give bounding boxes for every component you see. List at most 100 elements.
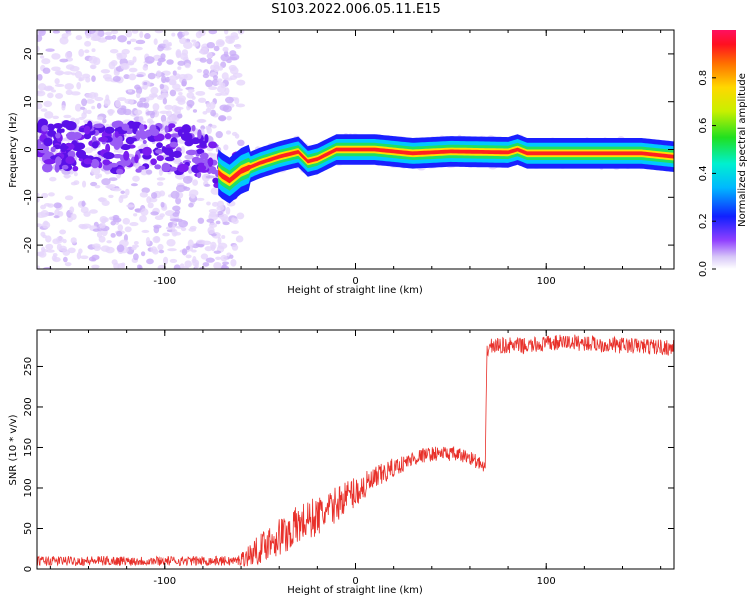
snr-xlabel: Height of straight line (km) bbox=[287, 585, 423, 596]
spectrogram-cell bbox=[47, 203, 55, 208]
spectrogram-cell bbox=[220, 265, 230, 269]
spectrogram-cell bbox=[218, 114, 227, 122]
spectrogram-cell bbox=[96, 231, 103, 238]
snr-ytick-label: 50 bbox=[23, 522, 34, 535]
spectrogram-cell bbox=[165, 43, 172, 47]
spectrogram-cell bbox=[172, 150, 182, 158]
spectrogram-cell bbox=[123, 74, 130, 80]
spectrogram-cell bbox=[223, 50, 229, 58]
spectrogram-cell bbox=[180, 132, 193, 142]
spectrogram-cell bbox=[196, 197, 205, 201]
spectrogram-cell bbox=[42, 67, 51, 74]
spectrogram-cell bbox=[206, 126, 212, 135]
spectrogram-cell bbox=[157, 45, 164, 52]
spectrogram-cell bbox=[52, 30, 61, 34]
spectrogram-cell bbox=[101, 178, 111, 186]
spectrogram-cell bbox=[63, 71, 73, 75]
spectrogram-cell bbox=[138, 115, 144, 123]
spectrogram-cell bbox=[104, 35, 114, 40]
spectrogram-cell bbox=[213, 45, 220, 52]
spectrogram-cell bbox=[85, 93, 93, 99]
spectrogram-cell bbox=[155, 149, 164, 154]
spectrogram-cell bbox=[142, 65, 149, 71]
spectrogram-cell bbox=[104, 126, 115, 134]
spectrogram-cell bbox=[208, 30, 218, 35]
spectrogram-cell bbox=[81, 200, 86, 207]
spectrogram-cell bbox=[224, 87, 230, 95]
spectrogram-cell bbox=[70, 91, 81, 96]
spectrogram-cell bbox=[64, 51, 73, 59]
spectrogram-cell bbox=[91, 258, 97, 262]
spectrogram-cell bbox=[83, 133, 92, 140]
spectrogram-cell bbox=[195, 31, 203, 39]
spectrogram-cell bbox=[197, 119, 206, 123]
spectrogram-cell bbox=[93, 123, 104, 129]
spectrogram-cell bbox=[194, 262, 199, 269]
spectrogram-cell bbox=[104, 31, 113, 36]
spectrogram-cell bbox=[181, 49, 189, 56]
spectrogram-cell bbox=[153, 225, 160, 234]
spectrogram-cell bbox=[215, 131, 223, 139]
spectrogram-cell bbox=[121, 262, 126, 267]
spectrogram-cell bbox=[116, 230, 123, 237]
spectrogram-cell bbox=[211, 124, 217, 129]
spectrogram-cell bbox=[167, 248, 177, 252]
spectrogram-cell bbox=[145, 169, 153, 175]
snr-xtick-label: -100 bbox=[153, 576, 176, 587]
spectrogram-cell bbox=[56, 71, 63, 76]
spectrogram-cell bbox=[108, 216, 114, 221]
spectrogram-cell bbox=[192, 256, 197, 264]
spectrogram-cell bbox=[149, 124, 157, 134]
spectrogram-cell bbox=[191, 156, 201, 164]
spectrogram-cell bbox=[206, 41, 215, 49]
spectrogram-cell bbox=[138, 102, 148, 108]
spectrogram-cell bbox=[111, 187, 122, 192]
spectrogram-cell bbox=[53, 122, 64, 129]
spectrogram-cell bbox=[43, 100, 53, 108]
spectrogram-cell bbox=[222, 105, 232, 113]
spectrogram-cell bbox=[237, 139, 245, 147]
spectrogram-xtick-label: -100 bbox=[153, 276, 176, 287]
spectrogram-cell bbox=[112, 75, 121, 82]
spectrogram-cell bbox=[69, 206, 75, 214]
spectrogram-cell bbox=[144, 33, 151, 40]
spectrogram-cell bbox=[109, 48, 119, 54]
spectrogram-cell bbox=[37, 90, 46, 97]
spectrogram-cell bbox=[144, 56, 155, 64]
spectrogram-cell bbox=[63, 114, 72, 119]
spectrogram-cell bbox=[220, 254, 228, 262]
spectrogram-cell bbox=[130, 183, 138, 187]
spectrogram-cell bbox=[78, 48, 85, 57]
spectrogram-cell bbox=[224, 30, 229, 35]
snr-ytick-label: 100 bbox=[23, 478, 34, 497]
snr-series-line bbox=[36, 334, 675, 567]
spectrogram-cell bbox=[49, 176, 57, 182]
colorbar-label: Normalized spectral amplitude bbox=[737, 73, 748, 227]
spectrogram-cell bbox=[154, 215, 164, 221]
spectrogram-cell bbox=[131, 244, 139, 248]
spectrogram-cell bbox=[85, 99, 95, 104]
spectrogram-cell bbox=[113, 149, 119, 153]
spectrogram-cell bbox=[111, 121, 120, 128]
spectrogram-cell bbox=[38, 250, 47, 258]
spectrogram-cell bbox=[40, 108, 48, 112]
spectrogram-cell bbox=[69, 65, 80, 72]
spectrogram-cell bbox=[212, 75, 218, 80]
spectrogram-cell bbox=[140, 251, 146, 257]
spectrogram-cell bbox=[229, 50, 237, 57]
spectrogram-ytick-label: 10 bbox=[23, 95, 34, 108]
spectrogram-cell bbox=[136, 92, 141, 99]
spectrogram-cell bbox=[67, 31, 72, 36]
spectrogram-cell bbox=[112, 214, 120, 221]
spectrogram-cell bbox=[225, 206, 231, 215]
spectrogram-cell bbox=[92, 228, 100, 232]
spectrogram-cell bbox=[236, 79, 246, 86]
spectrogram-ytick-label: 20 bbox=[23, 48, 34, 61]
snr-ticks: -100 0 100 0 50 100 150 200 250 bbox=[23, 330, 674, 587]
spectrogram-cell bbox=[170, 190, 180, 199]
spectrogram-cell bbox=[75, 35, 83, 41]
spectrogram-cell bbox=[70, 117, 76, 122]
spectrogram-cell bbox=[164, 132, 172, 140]
